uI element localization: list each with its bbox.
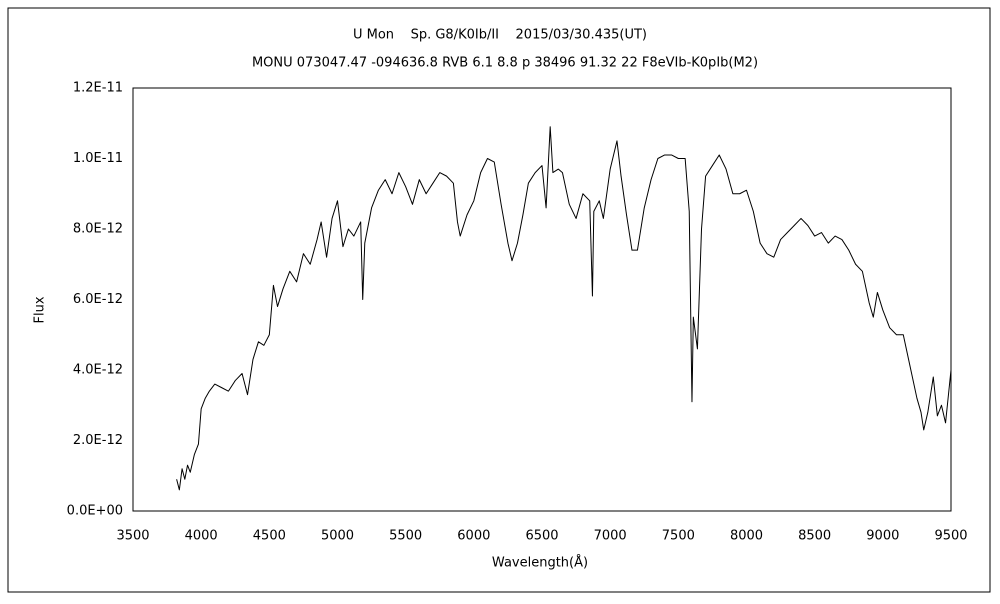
y-tick-label: 8.0E-12 bbox=[73, 222, 123, 237]
y-tick-label: 1.0E-11 bbox=[73, 151, 123, 166]
x-tick-label: 8000 bbox=[730, 529, 763, 544]
x-tick-label: 9500 bbox=[934, 529, 967, 544]
y-tick-label: 6.0E-12 bbox=[73, 292, 123, 307]
x-tick-label: 9000 bbox=[866, 529, 899, 544]
chart-frame bbox=[7, 7, 991, 593]
x-tick-label: 7000 bbox=[594, 529, 627, 544]
x-tick-label: 7500 bbox=[662, 529, 695, 544]
x-tick-label: 5500 bbox=[389, 529, 422, 544]
y-axis-label: Flux bbox=[33, 296, 48, 323]
spectrum-line bbox=[176, 126, 952, 491]
chart-title: U Mon Sp. G8/K0Ib/II 2015/03/30.435(UT) bbox=[353, 28, 647, 43]
x-tick-label: 5000 bbox=[321, 529, 354, 544]
y-tick-label: 1.2E-11 bbox=[73, 81, 123, 96]
x-axis-label: Wavelength(Å) bbox=[492, 555, 588, 571]
plot-area bbox=[132, 87, 952, 512]
y-tick-label: 4.0E-12 bbox=[73, 363, 123, 378]
x-tick-label: 4000 bbox=[185, 529, 218, 544]
x-tick-label: 3500 bbox=[116, 529, 149, 544]
y-tick-label: 0.0E+00 bbox=[67, 504, 123, 519]
x-tick-label: 4500 bbox=[253, 529, 286, 544]
x-tick-label: 6000 bbox=[457, 529, 490, 544]
y-tick-label: 2.0E-12 bbox=[73, 433, 123, 448]
x-tick-label: 8500 bbox=[798, 529, 831, 544]
chart-subtitle: MONU 073047.47 -094636.8 RVB 6.1 8.8 p 3… bbox=[252, 56, 758, 71]
x-tick-label: 6500 bbox=[525, 529, 558, 544]
